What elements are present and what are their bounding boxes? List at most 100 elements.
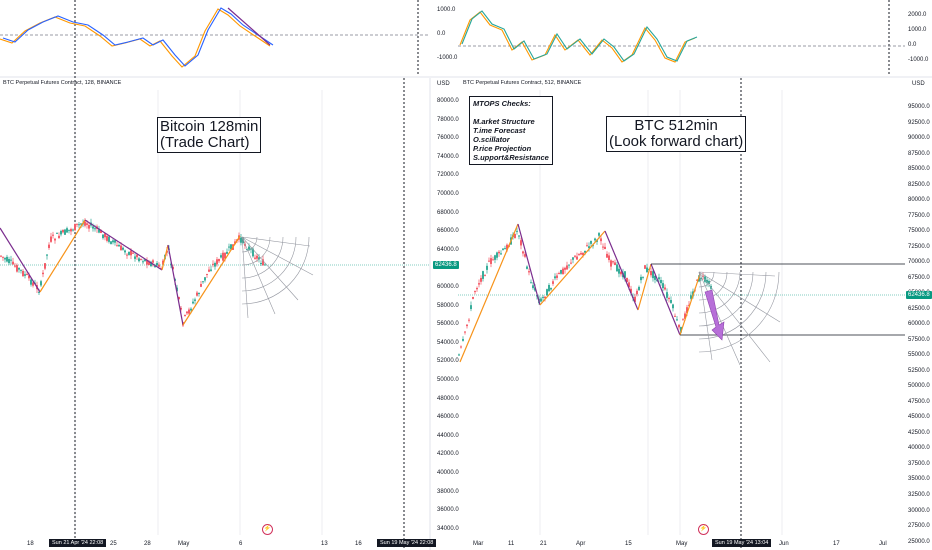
- fan-arc: [241, 236, 310, 305]
- candle-body: [700, 278, 702, 280]
- candle-body: [208, 269, 210, 272]
- right-price-tick: 92500.0: [908, 119, 930, 126]
- candle-body: [480, 277, 482, 282]
- candle-body: [660, 279, 662, 284]
- candle-body: [60, 230, 62, 235]
- candle-body: [14, 265, 16, 267]
- fan-ray: [698, 271, 713, 361]
- candle-body: [68, 229, 70, 231]
- candle-body: [702, 275, 704, 277]
- candle-body: [586, 245, 588, 247]
- fan-arc: [241, 236, 271, 266]
- candle-body: [224, 252, 226, 259]
- left-chart-annotation[interactable]: Bitcoin 128min (Trade Chart): [157, 117, 262, 153]
- right-price-tick: 45000.0: [908, 414, 930, 421]
- zigzag: [0, 227, 41, 293]
- candle-body: [556, 275, 558, 278]
- zigzag: [517, 223, 541, 306]
- fan-ray: [698, 271, 781, 323]
- candle-body: [628, 282, 630, 288]
- zigzag: [679, 273, 701, 336]
- candle-body: [108, 236, 110, 242]
- candle-body: [86, 223, 88, 225]
- right-price-tick: 85000.0: [908, 166, 930, 173]
- fan-arc: [241, 236, 284, 279]
- zigzag: [637, 263, 652, 311]
- candle-body: [680, 327, 682, 333]
- candle-body: [218, 258, 220, 262]
- candle-body: [626, 277, 628, 283]
- fan-ray: [241, 236, 276, 315]
- candle-body: [92, 226, 94, 229]
- zigzag: [182, 235, 241, 326]
- left-time-tick: 6: [239, 541, 243, 547]
- left-price-tick: 58000.0: [437, 302, 459, 309]
- left-price-tick: 68000.0: [437, 209, 459, 216]
- left-price-tick: 50000.0: [437, 377, 459, 383]
- candle-body: [598, 233, 600, 236]
- candle-body: [690, 295, 692, 299]
- candle-body: [88, 225, 90, 229]
- candle-body: [696, 279, 698, 281]
- candle-body: [572, 257, 574, 260]
- candle-body: [562, 268, 564, 275]
- candle-body: [124, 250, 126, 253]
- zigzag: [539, 230, 606, 306]
- candle-body: [50, 236, 52, 242]
- candle-body: [594, 238, 596, 241]
- zigzag: [39, 219, 86, 293]
- candle-body: [674, 315, 676, 317]
- candle-body: [534, 287, 536, 291]
- right-time-tick: Jul: [879, 541, 887, 547]
- candle-body: [106, 236, 108, 241]
- left-time-tick: 13: [321, 541, 328, 547]
- candle-body: [130, 250, 132, 256]
- candle-body: [546, 289, 548, 296]
- osc-r-scale-1: 2000.0: [908, 12, 927, 18]
- candle-body: [654, 275, 656, 280]
- right-price-tick: 75000.0: [908, 228, 930, 235]
- candle-body: [72, 229, 74, 231]
- candle-body: [184, 314, 186, 316]
- left-cursor-date-tag: Sun 21 Apr '24 22:08: [49, 539, 107, 547]
- candle-body: [32, 282, 34, 286]
- mtops-checks-box[interactable]: MTOPS Checks: M.arket Structure T.ime Fo…: [469, 96, 553, 165]
- candle-body: [612, 261, 614, 263]
- candle-body: [18, 267, 20, 270]
- candle-body: [616, 264, 618, 272]
- left-price-tick: 52000.0: [437, 358, 459, 365]
- candle-body: [494, 255, 496, 260]
- right-time-tick: 17: [833, 541, 840, 547]
- candle-body: [652, 271, 654, 279]
- alert-flash-icon[interactable]: ⚡: [262, 524, 273, 535]
- check-item: T.ime Forecast: [473, 126, 526, 135]
- candle-body: [188, 309, 190, 314]
- left-annotation-line-1: Bitcoin 128min: [160, 118, 259, 135]
- candle-body: [530, 282, 532, 284]
- candle-body: [590, 240, 592, 244]
- candle-body: [212, 263, 214, 265]
- candle-body: [226, 251, 228, 254]
- candle-body: [498, 251, 500, 254]
- right-time-tick: 15: [625, 541, 632, 547]
- left-price-tick: 70000.0: [437, 191, 459, 197]
- candle-body: [558, 273, 560, 275]
- candle-body: [142, 261, 144, 263]
- candle-body: [476, 287, 478, 290]
- candle-body: [684, 313, 686, 319]
- candle-body: [548, 284, 550, 292]
- candle-body: [6, 256, 8, 262]
- candle-body: [44, 263, 46, 269]
- candle-body: [204, 277, 206, 281]
- right-price-tick: 30000.0: [908, 507, 930, 514]
- alert-flash-icon[interactable]: ⚡: [698, 524, 709, 535]
- right-chart-annotation[interactable]: BTC 512min (Look forward chart): [606, 116, 747, 152]
- right-last-price-tag: 62436.8: [906, 291, 932, 299]
- candle-body: [658, 277, 660, 280]
- candle-body: [8, 259, 10, 264]
- right-price-tick: 67500.0: [908, 274, 930, 281]
- candle-body: [126, 254, 128, 256]
- candle-body: [592, 245, 594, 247]
- candle-body: [608, 255, 610, 261]
